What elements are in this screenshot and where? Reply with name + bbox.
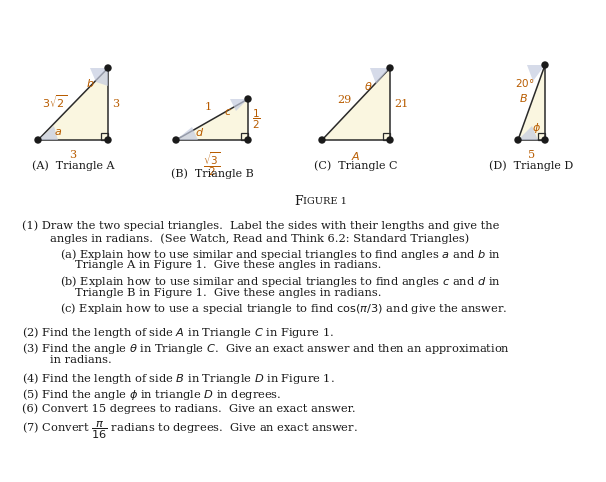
Polygon shape bbox=[38, 68, 108, 140]
Text: (2) Find the length of side $A$ in Triangle $C$ in Figure 1.: (2) Find the length of side $A$ in Trian… bbox=[22, 325, 334, 340]
Polygon shape bbox=[90, 68, 108, 86]
Text: $A$: $A$ bbox=[351, 150, 361, 162]
Circle shape bbox=[542, 137, 548, 143]
Circle shape bbox=[105, 137, 111, 143]
Polygon shape bbox=[176, 127, 198, 140]
Text: (6) Convert 15 degrees to radians.  Give an exact answer.: (6) Convert 15 degrees to radians. Give … bbox=[22, 403, 356, 414]
Text: 3: 3 bbox=[70, 150, 76, 160]
Circle shape bbox=[35, 137, 41, 143]
Text: $20°$: $20°$ bbox=[515, 77, 534, 89]
Text: (4) Find the length of side $B$ in Triangle $D$ in Figure 1.: (4) Find the length of side $B$ in Trian… bbox=[22, 371, 335, 386]
Text: 1: 1 bbox=[204, 102, 211, 111]
Text: $3\sqrt{2}$: $3\sqrt{2}$ bbox=[42, 94, 67, 110]
Circle shape bbox=[387, 65, 393, 71]
Text: $\dfrac{1}{2}$: $\dfrac{1}{2}$ bbox=[252, 108, 261, 131]
Text: (7) Convert $\dfrac{\pi}{16}$ radians to degrees.  Give an exact answer.: (7) Convert $\dfrac{\pi}{16}$ radians to… bbox=[22, 420, 358, 442]
Text: Triangle A in Figure 1.  Give these angles in radians.: Triangle A in Figure 1. Give these angle… bbox=[75, 260, 381, 270]
Polygon shape bbox=[230, 99, 248, 111]
Text: (C)  Triangle C: (C) Triangle C bbox=[315, 160, 398, 171]
Text: (3) Find the angle $\theta$ in Triangle $C$.  Give an exact answer and then an a: (3) Find the angle $\theta$ in Triangle … bbox=[22, 342, 510, 357]
Text: F: F bbox=[295, 195, 303, 208]
Polygon shape bbox=[518, 65, 545, 140]
Text: $\phi$: $\phi$ bbox=[531, 121, 541, 135]
Circle shape bbox=[515, 137, 521, 143]
Text: (D)  Triangle D: (D) Triangle D bbox=[490, 160, 574, 171]
Polygon shape bbox=[370, 68, 390, 84]
Polygon shape bbox=[322, 68, 390, 140]
Text: (a) Explain how to use similar and special triangles to find angles $a$ and $b$ : (a) Explain how to use similar and speci… bbox=[60, 247, 501, 262]
Text: $d$: $d$ bbox=[196, 126, 205, 138]
Text: $\dfrac{\sqrt{3}}{2}$: $\dfrac{\sqrt{3}}{2}$ bbox=[203, 150, 221, 178]
Text: Triangle B in Figure 1.  Give these angles in radians.: Triangle B in Figure 1. Give these angle… bbox=[75, 287, 382, 297]
Text: 5: 5 bbox=[528, 150, 535, 160]
Text: 3: 3 bbox=[112, 99, 119, 109]
Circle shape bbox=[319, 137, 325, 143]
Circle shape bbox=[105, 65, 111, 71]
Text: (A)  Triangle A: (A) Triangle A bbox=[32, 160, 115, 171]
Circle shape bbox=[173, 137, 179, 143]
Text: $a$: $a$ bbox=[54, 127, 62, 137]
Text: in radians.: in radians. bbox=[50, 355, 112, 365]
Text: (5) Find the angle $\phi$ in triangle $D$ in degrees.: (5) Find the angle $\phi$ in triangle $D… bbox=[22, 388, 281, 402]
Polygon shape bbox=[176, 99, 248, 140]
Text: IGURE 1: IGURE 1 bbox=[303, 197, 347, 205]
Text: 29: 29 bbox=[337, 95, 351, 105]
Text: $\theta$: $\theta$ bbox=[364, 80, 372, 92]
Polygon shape bbox=[38, 126, 58, 140]
Circle shape bbox=[542, 62, 548, 68]
Text: (c) Explain how to use a special triangle to find $\cos(\pi/3)$ and give the ans: (c) Explain how to use a special triangl… bbox=[60, 301, 507, 316]
Text: angles in radians.  (See Watch, Read and Think 6.2: Standard Triangles): angles in radians. (See Watch, Read and … bbox=[50, 233, 469, 244]
Circle shape bbox=[245, 96, 251, 102]
Circle shape bbox=[387, 137, 393, 143]
Text: 21: 21 bbox=[394, 99, 408, 109]
Text: $b$: $b$ bbox=[85, 77, 95, 89]
Polygon shape bbox=[527, 65, 545, 81]
Text: $c$: $c$ bbox=[224, 107, 232, 117]
Text: (b) Explain how to use similar and special triangles to find angles $c$ and $d$ : (b) Explain how to use similar and speci… bbox=[60, 274, 501, 289]
Text: (1) Draw the two special triangles.  Label the sides with their lengths and give: (1) Draw the two special triangles. Labe… bbox=[22, 220, 499, 230]
Text: (B)  Triangle B: (B) Triangle B bbox=[171, 168, 253, 178]
Text: $B$: $B$ bbox=[519, 93, 527, 105]
Polygon shape bbox=[518, 126, 538, 140]
Circle shape bbox=[245, 137, 251, 143]
